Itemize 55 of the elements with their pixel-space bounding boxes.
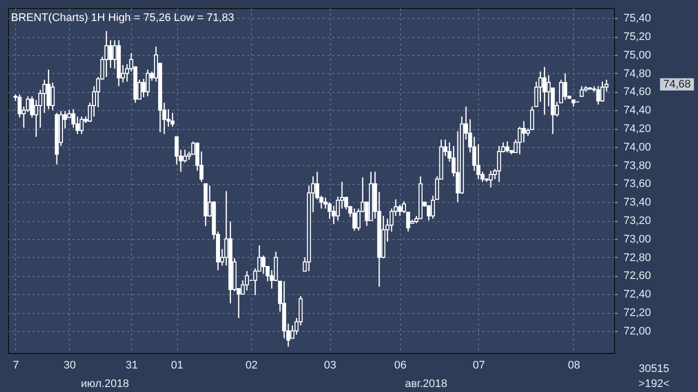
candlestick: [542, 66, 547, 116]
x-tick-label: 7: [12, 360, 20, 372]
candlestick: [580, 86, 584, 97]
candlestick: [261, 254, 266, 274]
y-tick-label: 73,80: [624, 160, 652, 172]
candlestick: [146, 69, 150, 97]
chart-title: BRENT(Charts) 1H High = 75,26 Low = 71,83: [11, 12, 234, 24]
y-tick-label: 74,00: [624, 141, 652, 154]
candlestick: [518, 126, 522, 155]
candlestick: [563, 72, 568, 101]
y-tick-label: 72,60: [624, 270, 652, 282]
y-tick-label: 75,20: [624, 31, 652, 44]
y-tick-label: 75,00: [624, 49, 652, 62]
text: июл.2018: [80, 378, 130, 390]
candlestick: [398, 204, 402, 217]
candlestick: [244, 270, 249, 292]
y-tick-label: 74,80: [624, 68, 652, 80]
x-tick-label: 03: [324, 360, 336, 372]
candlestick: [596, 86, 600, 106]
x-tick-label: 06: [394, 360, 406, 372]
candlestick: [108, 40, 113, 68]
y-tick-label: 72,80: [624, 252, 652, 264]
y-tick-label: 73,20: [624, 215, 652, 228]
x-tick-label: 08: [568, 360, 580, 372]
candlestick: [50, 82, 55, 111]
text: >192<: [638, 378, 670, 390]
candlestick: [505, 140, 510, 154]
y-tick-label: 74,40: [624, 104, 652, 117]
x-tick-label: 30: [64, 360, 76, 372]
y-tick-label: 72,40: [624, 288, 652, 301]
candlestick: [80, 116, 84, 135]
text: 30515: [638, 363, 670, 375]
candlestick: [104, 30, 108, 78]
text: авг.2018: [405, 378, 448, 390]
x-tick-label: 31: [126, 360, 138, 372]
candlestick: [182, 149, 187, 164]
x-tick-label: 02: [245, 360, 258, 372]
x-tick-label: 01: [171, 360, 184, 372]
y-tick-label: 73,60: [624, 178, 652, 190]
y-tick-label: 73,00: [624, 233, 652, 246]
candlestick: [46, 69, 51, 110]
candlestick: [170, 112, 175, 128]
candlestick: [522, 120, 526, 143]
y-tick-label: 74,60: [624, 86, 652, 98]
candlestick: [600, 81, 604, 102]
y-tick-label: 75,40: [624, 12, 652, 25]
text: 74,68: [663, 78, 691, 90]
y-tick-label: 72,20: [624, 307, 652, 320]
candlestick: [352, 208, 356, 232]
candlestick: [488, 170, 493, 188]
candlestick: [497, 145, 502, 182]
y-tick-label: 72,00: [624, 325, 652, 338]
y-tick-label: 73,40: [624, 196, 652, 209]
x-tick-label: 07: [472, 360, 486, 372]
y-tick-label: 74,20: [624, 123, 652, 136]
